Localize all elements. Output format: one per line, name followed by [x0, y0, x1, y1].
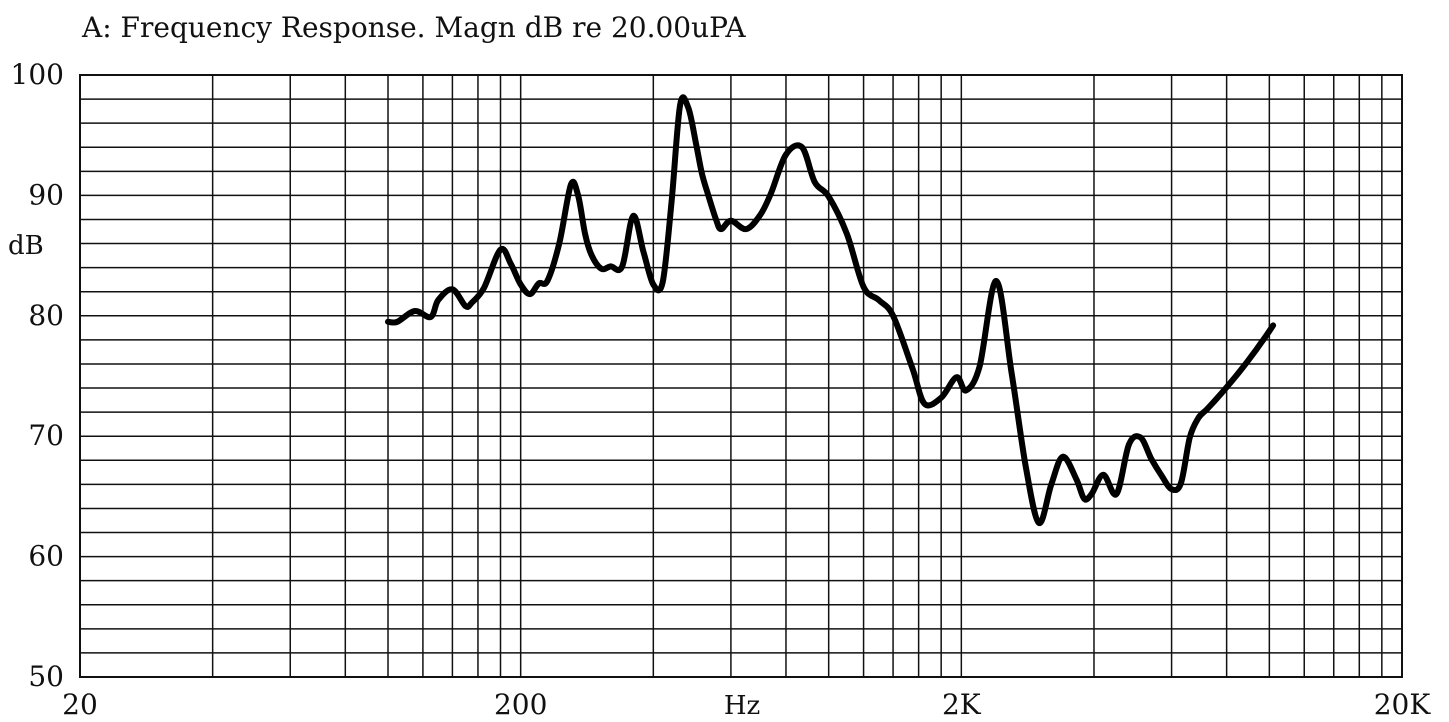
x-tick-label: 20	[62, 688, 98, 721]
grid	[80, 75, 1402, 677]
chart-title: A: Frequency Response. Magn dB re 20.00u…	[81, 11, 746, 44]
series-group	[385, 94, 1277, 526]
plot-frame	[79, 74, 1403, 678]
x-tick-label: 200	[494, 688, 547, 721]
x-tick-label: 20K	[1374, 688, 1432, 721]
y-tick-label: 50	[28, 660, 64, 693]
response-curve	[385, 94, 1277, 526]
y-tick-label: 90	[28, 178, 64, 211]
x-tick-labels: 20 200 2K 20K	[62, 688, 1431, 721]
x-axis-label: Hz	[724, 691, 760, 721]
y-axis-label: dB	[8, 231, 44, 261]
y-tick-label: 100	[11, 58, 64, 91]
y-tick-label: 70	[28, 419, 64, 452]
y-tick-labels: 100 90 80 70 60 50	[11, 58, 64, 693]
y-tick-label: 60	[28, 540, 64, 573]
x-tick-label: 2K	[942, 688, 982, 721]
y-tick-label: 80	[28, 299, 64, 332]
